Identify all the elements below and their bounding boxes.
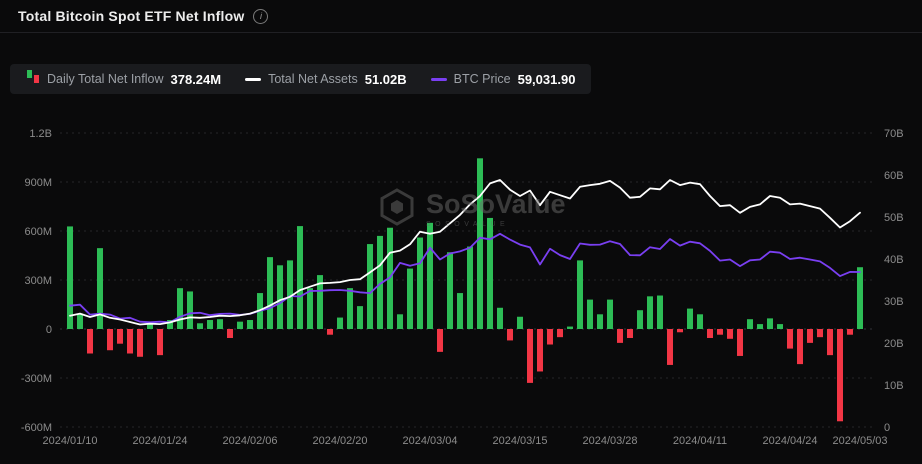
legend-item-daily-net-inflow[interactable]: Daily Total Net Inflow 378.24M	[26, 70, 221, 88]
svg-text:20B: 20B	[884, 338, 904, 350]
svg-text:70B: 70B	[884, 128, 904, 140]
svg-text:2024/03/28: 2024/03/28	[582, 435, 637, 447]
btc-price-line	[69, 232, 861, 324]
legend-item-btc-price[interactable]: BTC Price 59,031.90	[430, 71, 576, 87]
page-title: Total Bitcoin Spot ETF Net Inflow	[18, 8, 245, 24]
net-assets-line	[69, 179, 861, 326]
legend-label: BTC Price	[453, 72, 511, 86]
inflow-bars-icon	[26, 70, 40, 88]
x-axis-labels: 2024/01/10 2024/01/24 2024/02/06 2024/02/20…	[42, 435, 887, 447]
right-axis-labels: 70B 60B 50B 40B 30B 20B 10B 0	[884, 128, 904, 434]
svg-text:2024/04/24: 2024/04/24	[762, 435, 817, 447]
white-line-icon	[245, 77, 262, 81]
svg-text:10B: 10B	[884, 380, 904, 392]
legend-value: 378.24M	[170, 71, 222, 87]
legend-value: 59,031.90	[517, 71, 576, 87]
svg-text:2024/01/24: 2024/01/24	[132, 435, 187, 447]
left-axis-labels: 1.2B 900M 600M 300M 0 -300M -600M	[21, 128, 52, 434]
svg-text:30B: 30B	[884, 296, 904, 308]
legend-label: Total Net Assets	[268, 72, 358, 86]
svg-text:600M: 600M	[24, 226, 52, 238]
legend-label: Daily Total Net Inflow	[47, 72, 164, 86]
svg-text:0: 0	[46, 324, 52, 336]
svg-text:300M: 300M	[24, 275, 52, 287]
svg-text:2024/02/06: 2024/02/06	[222, 435, 277, 447]
svg-text:2024/03/15: 2024/03/15	[492, 435, 547, 447]
chart-canvas[interactable]: 1.2B 900M 600M 300M 0 -300M -600M 70B 60B 50B 40B 3…	[0, 100, 922, 456]
svg-text:0: 0	[884, 422, 890, 434]
legend-bar: Daily Total Net Inflow 378.24M Total Net…	[10, 64, 592, 94]
svg-text:2024/05/03: 2024/05/03	[832, 435, 887, 447]
svg-text:900M: 900M	[24, 177, 52, 189]
svg-text:2024/02/20: 2024/02/20	[312, 435, 367, 447]
svg-text:50B: 50B	[884, 212, 904, 224]
svg-text:-300M: -300M	[21, 373, 52, 385]
svg-text:1.2B: 1.2B	[29, 128, 52, 140]
svg-text:2024/01/10: 2024/01/10	[42, 435, 97, 447]
legend-value: 51.02B	[364, 71, 407, 87]
svg-text:2024/04/11: 2024/04/11	[673, 435, 727, 447]
info-icon[interactable]: i	[253, 8, 269, 24]
svg-text:40B: 40B	[884, 254, 904, 266]
chart-header: Total Bitcoin Spot ETF Net Inflow i	[0, 0, 922, 33]
inflow-bars	[67, 158, 863, 422]
svg-text:60B: 60B	[884, 170, 904, 182]
purple-line-icon	[430, 77, 447, 81]
svg-text:2024/03/04: 2024/03/04	[402, 435, 457, 447]
chart-area: 1.2B 900M 600M 300M 0 -300M -600M 70B 60B 50B 40B 3…	[0, 100, 922, 456]
svg-text:-600M: -600M	[21, 422, 52, 434]
legend-item-total-net-assets[interactable]: Total Net Assets 51.02B	[245, 72, 407, 87]
